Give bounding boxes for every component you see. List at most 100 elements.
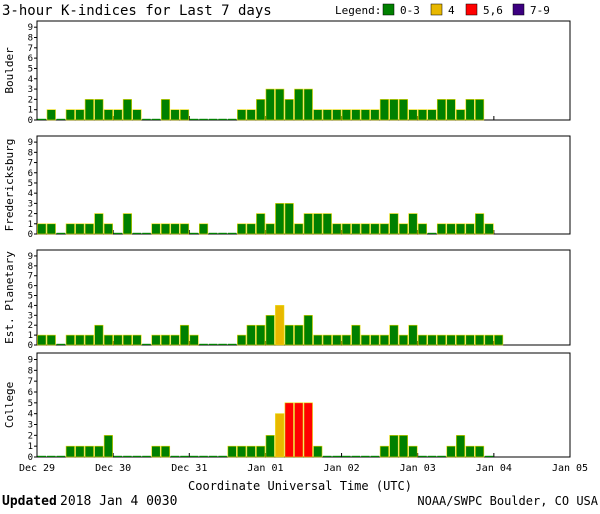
kp-bar [84, 445, 94, 458]
y-tick-label: 8 [28, 262, 33, 272]
kp-bar [208, 455, 218, 457]
x-axis-label: Coordinate Universal Time (UTC) [188, 479, 412, 493]
kp-bar [227, 118, 237, 120]
kp-bar [37, 455, 47, 457]
kp-bar [332, 109, 342, 121]
kp-bar [189, 334, 199, 346]
kp-bar [199, 118, 208, 120]
kp-bar [417, 334, 428, 346]
y-tick-label: 7 [28, 159, 33, 169]
y-tick-label: 5 [28, 64, 33, 74]
kp-bar [284, 324, 294, 346]
kp-bar [436, 223, 447, 235]
kp-bar [94, 324, 104, 346]
kp-bar [322, 109, 332, 121]
kp-bar [342, 455, 351, 457]
kp-bar [389, 99, 399, 121]
kp-bar [246, 445, 256, 458]
kp-bar [361, 455, 370, 457]
kp-bar [351, 223, 361, 235]
kp-bar [84, 334, 94, 346]
kp-bar [284, 203, 294, 235]
kp-bar [151, 118, 161, 120]
y-tick-label: 9 [28, 252, 33, 262]
kp-bar [132, 109, 142, 121]
kp-bar [398, 223, 408, 235]
panels: 0123456789Boulder0123456789Fredericksbur… [3, 20, 571, 463]
kp-bar [275, 203, 285, 235]
kp-bar [218, 118, 227, 120]
kp-bar [208, 118, 218, 120]
kp-bar [37, 118, 47, 120]
y-tick-label: 1 [28, 106, 33, 116]
y-tick-label: 4 [28, 189, 33, 199]
kp-bar [389, 324, 399, 346]
station-label: Boulder [3, 47, 16, 94]
y-tick-label: 5 [28, 179, 33, 189]
kp-bar [417, 223, 428, 235]
kp-bar [275, 305, 285, 346]
kp-bar [275, 413, 285, 458]
x-axis: Dec 29 Dec 30 Dec 31 Jan 01 Jan 02 Jan 03 Jan … [19, 463, 588, 474]
kp-bar [37, 223, 47, 235]
kp-bar [294, 402, 304, 458]
kp-bar [160, 99, 171, 121]
kp-bar [199, 343, 208, 345]
kp-bar [65, 109, 75, 121]
y-tick-label: 1 [28, 220, 33, 230]
kp-bar [303, 402, 313, 458]
x-tick-label: Jan 03 [400, 463, 436, 474]
kp-bar [142, 232, 151, 234]
kp-bar [322, 213, 332, 235]
kp-bar [455, 435, 466, 458]
kp-bar [160, 445, 171, 458]
kp-bar [84, 223, 94, 235]
kp-bar [256, 213, 266, 235]
y-tick-label: 2 [28, 210, 33, 220]
y-tick-label: 0 [28, 341, 33, 351]
kp-bar [218, 232, 227, 234]
kp-bar [465, 445, 475, 458]
kp-bar [294, 223, 304, 235]
kp-bar [84, 99, 94, 121]
kp-bar [142, 455, 151, 457]
kp-bar [313, 213, 323, 235]
x-tick-label: Dec 29 [19, 463, 55, 474]
station-label: Est. Planetary [3, 251, 16, 344]
kp-bar [160, 334, 171, 346]
kp-bar [446, 223, 456, 235]
kp-bar [446, 99, 456, 121]
kp-bar [408, 109, 418, 121]
kp-bar [103, 223, 113, 235]
kp-bar [75, 445, 85, 458]
kp-bar [237, 445, 247, 458]
kp-bar [218, 455, 227, 457]
kp-bar [446, 334, 456, 346]
updated-label: Updated [2, 494, 57, 509]
kp-bar [455, 109, 466, 121]
kp-bar [265, 88, 275, 121]
kp-bar [284, 402, 294, 458]
kp-bar [427, 232, 437, 234]
kp-bar [94, 213, 104, 235]
kp-bar [370, 455, 380, 457]
kp-bar [170, 455, 180, 457]
kp-bar [218, 343, 227, 345]
kp-bar [360, 109, 370, 121]
kp-bar [122, 334, 132, 346]
y-tick-label: 1 [28, 442, 33, 452]
y-tick-label: 5 [28, 399, 33, 409]
kp-bar [132, 334, 142, 346]
x-tick-label: Jan 04 [476, 463, 512, 474]
kp-bar [56, 343, 66, 345]
kp-bar [256, 324, 266, 346]
kp-bar [275, 88, 285, 121]
kp-bar [408, 324, 418, 346]
kp-bar [142, 118, 151, 120]
y-tick-label: 6 [28, 388, 33, 398]
kp-bar [408, 213, 418, 235]
